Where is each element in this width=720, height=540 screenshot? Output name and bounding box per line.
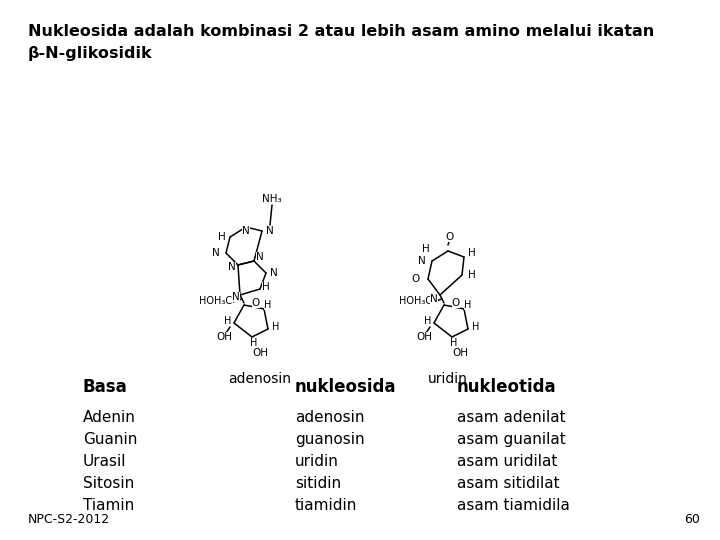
Text: HOH₃C: HOH₃C [400, 296, 433, 306]
Text: Tiamin: Tiamin [83, 498, 134, 513]
Text: asam tiamidila: asam tiamidila [457, 498, 570, 513]
Text: H: H [225, 316, 232, 326]
Text: Adenin: Adenin [83, 410, 136, 425]
Text: OH: OH [452, 348, 468, 358]
Text: β-N-glikosidik: β-N-glikosidik [28, 46, 153, 61]
Text: OH: OH [252, 348, 268, 358]
Text: asam uridilat: asam uridilat [457, 454, 557, 469]
Text: adenosin: adenosin [228, 372, 292, 386]
Text: N: N [228, 262, 236, 272]
Text: Nukleosida adalah kombinasi 2 atau lebih asam amino melalui ikatan: Nukleosida adalah kombinasi 2 atau lebih… [28, 24, 654, 39]
Text: H: H [464, 300, 472, 310]
Text: H: H [422, 244, 430, 254]
Text: H: H [450, 338, 458, 348]
Text: asam guanilat: asam guanilat [457, 432, 566, 447]
Text: nukleosida: nukleosida [295, 378, 397, 396]
Text: O: O [412, 274, 420, 284]
Text: NPC-S2-2012: NPC-S2-2012 [28, 513, 110, 526]
Text: tiamidin: tiamidin [295, 498, 357, 513]
Text: N: N [430, 294, 438, 304]
Text: N: N [212, 248, 220, 258]
Text: O: O [452, 298, 460, 308]
Text: H: H [262, 282, 270, 292]
Text: N: N [232, 292, 240, 302]
Text: O: O [252, 298, 260, 308]
Text: H: H [468, 248, 476, 258]
Text: N: N [256, 252, 264, 262]
Text: N: N [266, 226, 274, 236]
Text: adenosin: adenosin [295, 410, 364, 425]
Text: HOH₃C: HOH₃C [199, 296, 233, 306]
Text: H: H [264, 300, 271, 310]
Text: H: H [218, 232, 226, 242]
Text: uridin: uridin [295, 454, 339, 469]
Text: Basa: Basa [83, 378, 127, 396]
Text: Urasil: Urasil [83, 454, 127, 469]
Text: asam adenilat: asam adenilat [457, 410, 566, 425]
Text: H: H [468, 270, 476, 280]
Text: H: H [424, 316, 432, 326]
Text: N: N [270, 268, 278, 278]
Text: nukleotida: nukleotida [457, 378, 557, 396]
Text: guanosin: guanosin [295, 432, 364, 447]
Text: N: N [242, 226, 250, 236]
Text: OH: OH [216, 332, 232, 342]
Text: sitidin: sitidin [295, 476, 341, 491]
Text: Sitosin: Sitosin [83, 476, 134, 491]
Text: H: H [251, 338, 258, 348]
Text: N: N [418, 256, 426, 266]
Text: uridin: uridin [428, 372, 468, 386]
Text: asam sitidilat: asam sitidilat [457, 476, 559, 491]
Text: Guanin: Guanin [83, 432, 138, 447]
Text: OH: OH [416, 332, 432, 342]
Text: O: O [446, 232, 454, 242]
Text: 60: 60 [684, 513, 700, 526]
Text: NH₃: NH₃ [262, 194, 282, 204]
Text: H: H [472, 322, 480, 332]
Text: H: H [272, 322, 279, 332]
